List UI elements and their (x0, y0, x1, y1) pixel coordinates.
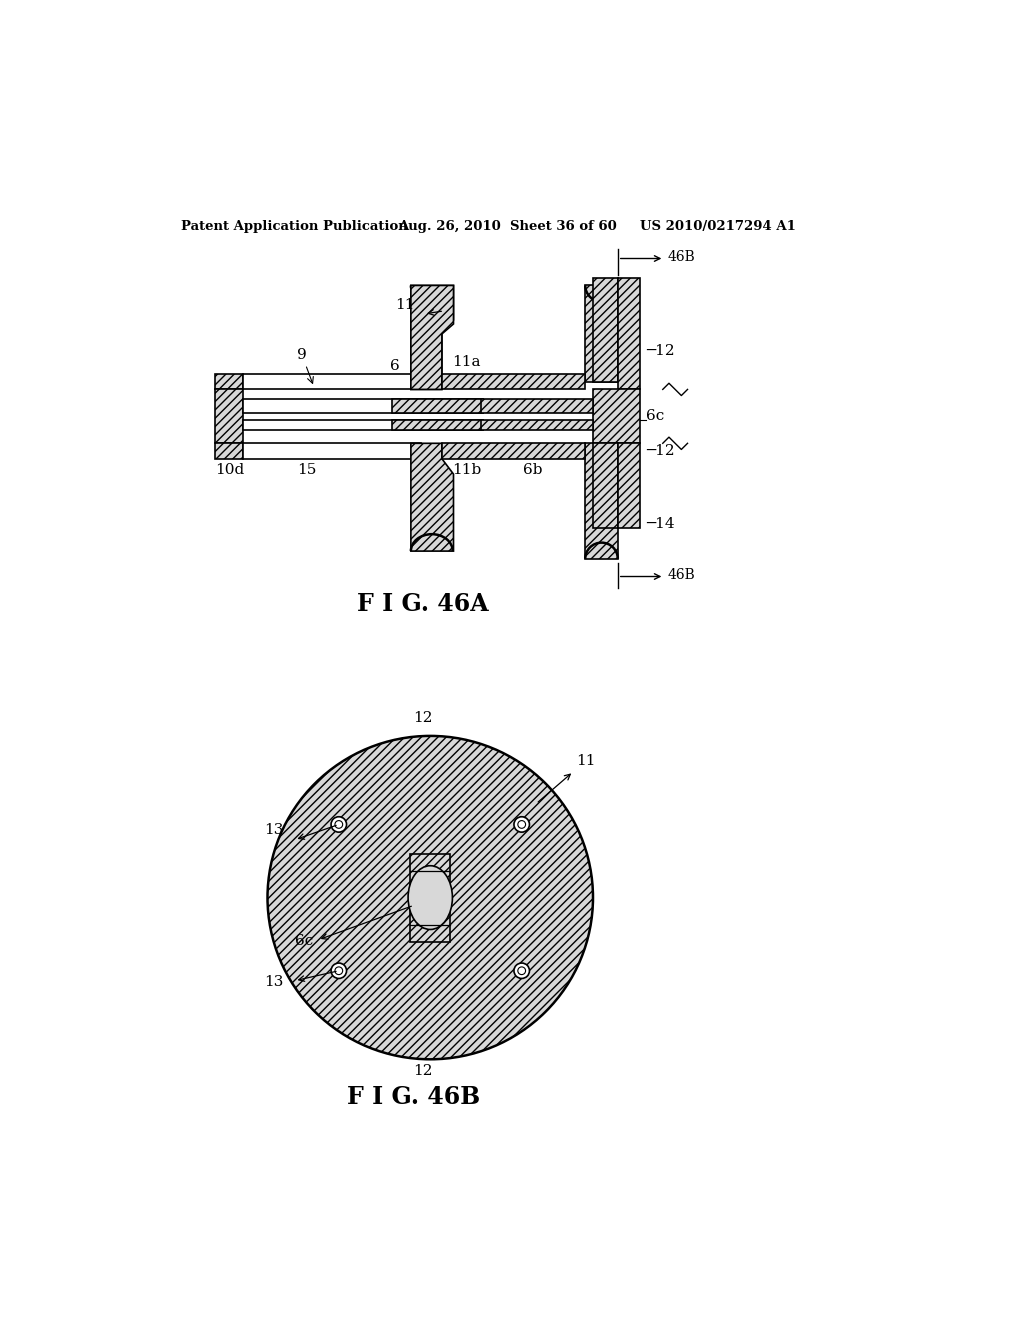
Circle shape (518, 821, 525, 829)
Text: 11b: 11b (452, 463, 481, 477)
Polygon shape (617, 444, 640, 528)
Bar (243, 444, 421, 459)
Text: 10d: 10d (216, 463, 245, 477)
Bar (243, 420, 483, 430)
Text: 6: 6 (390, 359, 399, 374)
Text: F I G. 46B: F I G. 46B (346, 1085, 479, 1109)
Text: 46B: 46B (668, 249, 695, 264)
Bar (243, 400, 483, 413)
Text: 11: 11 (395, 298, 415, 313)
Text: 12: 12 (413, 711, 432, 725)
Polygon shape (411, 285, 454, 389)
Text: US 2010/0217294 A1: US 2010/0217294 A1 (640, 220, 796, 234)
Text: 9: 9 (297, 347, 313, 383)
Text: 6c: 6c (295, 935, 313, 948)
Polygon shape (593, 444, 617, 528)
Bar (410, 854, 451, 942)
Polygon shape (593, 389, 640, 444)
Polygon shape (442, 444, 586, 459)
Polygon shape (215, 374, 243, 389)
Bar (391, 420, 483, 430)
Polygon shape (411, 444, 454, 552)
Text: 6b: 6b (523, 463, 543, 477)
Bar (243, 374, 421, 389)
Text: 46B: 46B (668, 568, 695, 582)
Bar (480, 400, 593, 413)
Text: 6c: 6c (646, 409, 664, 424)
Bar (480, 420, 593, 430)
Text: ─14: ─14 (646, 517, 675, 531)
Polygon shape (617, 277, 640, 389)
Polygon shape (215, 444, 243, 459)
Text: 12: 12 (413, 1064, 432, 1077)
Text: 11: 11 (575, 754, 595, 768)
Polygon shape (586, 444, 617, 558)
Text: ─12: ─12 (646, 444, 675, 458)
Polygon shape (586, 285, 617, 381)
Circle shape (335, 821, 343, 829)
Text: F I G. 46A: F I G. 46A (356, 593, 488, 616)
Text: 15: 15 (297, 463, 316, 477)
Circle shape (514, 817, 529, 832)
Circle shape (514, 964, 529, 978)
Text: 11a: 11a (452, 355, 480, 370)
Circle shape (518, 966, 525, 974)
Text: Patent Application Publication: Patent Application Publication (180, 220, 408, 234)
Polygon shape (411, 285, 454, 389)
Text: ─12: ─12 (646, 343, 675, 358)
Polygon shape (215, 389, 243, 444)
Circle shape (335, 966, 343, 974)
Circle shape (331, 964, 346, 978)
Text: 13: 13 (263, 975, 283, 989)
Text: Aug. 26, 2010  Sheet 36 of 60: Aug. 26, 2010 Sheet 36 of 60 (397, 220, 616, 234)
Ellipse shape (409, 866, 453, 929)
Circle shape (267, 737, 593, 1059)
Polygon shape (593, 277, 617, 381)
Polygon shape (442, 374, 586, 389)
Text: 13: 13 (263, 824, 283, 837)
Circle shape (331, 817, 346, 832)
Bar (391, 400, 483, 413)
